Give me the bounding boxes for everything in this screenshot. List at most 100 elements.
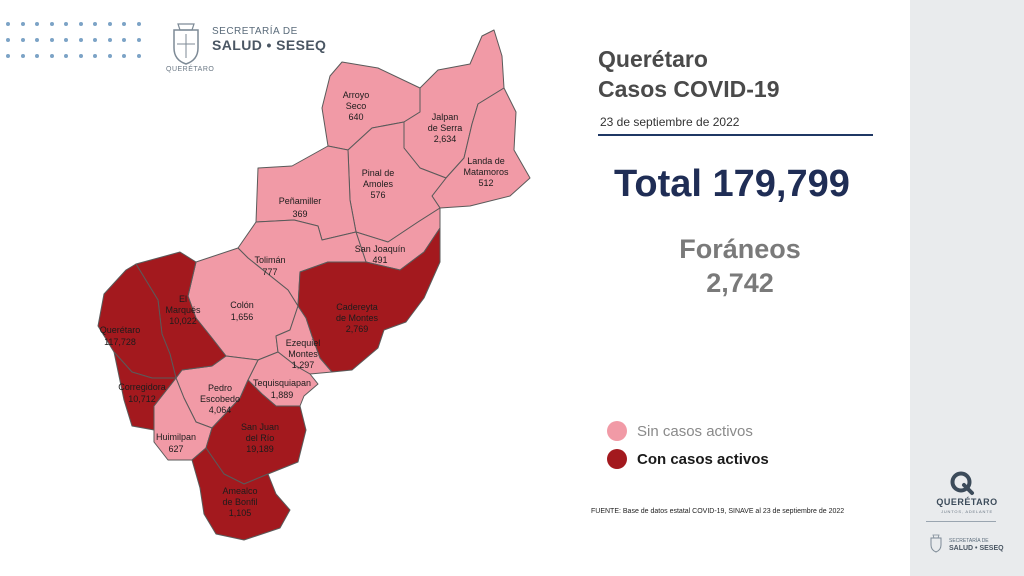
label-ezequiel-name-1: Ezequiel <box>286 338 321 348</box>
label-san-joaquin-value: 491 <box>372 255 387 265</box>
label-landa-value: 512 <box>478 178 493 188</box>
crest-icon <box>173 23 199 65</box>
legend-item-sin-casos: Sin casos activos <box>607 421 769 441</box>
label-penamiller-name: Peñamiller <box>279 196 322 206</box>
label-huimilpan-name: Huimilpan <box>156 432 196 442</box>
label-queretaro-value: 117,728 <box>104 337 136 347</box>
label-san-juan-name-1: San Juan <box>241 422 279 432</box>
label-pinal-name-2: Amoles <box>363 179 394 189</box>
source-note: FUENTE: Base de datos estatal COVID-19, … <box>591 508 845 515</box>
label-arroyo-seco-name-1: Arroyo <box>343 90 370 100</box>
sidebar-brand: QUERÉTARO <box>936 497 998 507</box>
legend-item-con-casos: Con casos activos <box>607 449 769 469</box>
label-amealco-name-2: de Bonfil <box>222 497 257 507</box>
map-legend: Sin casos activos Con casos activos <box>607 421 769 477</box>
label-ezequiel-name-2: Montes <box>288 349 318 359</box>
label-colon-name: Colón <box>230 300 254 310</box>
label-corregidora-name: Corregidora <box>118 382 166 392</box>
label-jalpan-value: 2,634 <box>434 134 457 144</box>
label-pedro-escobedo-name-2: Escobedo <box>200 394 240 404</box>
queretaro-q-logo-icon <box>950 471 974 495</box>
label-cadereyta-name-2: de Montes <box>336 313 379 323</box>
region-queretaro <box>97 263 177 379</box>
label-cadereyta-name-1: Cadereyta <box>336 302 378 312</box>
label-corregidora-value: 10,712 <box>128 394 156 404</box>
sidebar-crest-icon <box>930 534 942 553</box>
decorative-dot-grid <box>6 22 146 70</box>
label-pinal-name-1: Pinal de <box>362 168 395 178</box>
region-amealco-de-bonfil <box>191 447 291 541</box>
label-pedro-escobedo-value: 4,064 <box>209 405 232 415</box>
label-toliman-name: Tolimán <box>254 255 285 265</box>
label-arroyo-seco-value: 640 <box>348 112 363 122</box>
label-el-marques-name-1: El <box>179 294 187 304</box>
label-ezequiel-value: 1,297 <box>292 360 315 370</box>
sidebar-line1: SECRETARÍA DE <box>949 538 989 544</box>
total-cases: Total 179,799 <box>614 163 850 205</box>
label-cadereyta-value: 2,769 <box>346 324 369 334</box>
region-corregidora <box>113 351 177 431</box>
logo-line1: SECRETARÍA DE <box>212 26 298 37</box>
label-landa-name-2: Matamoros <box>463 167 509 177</box>
label-amealco-value: 1,105 <box>229 508 252 518</box>
label-toliman-value: 777 <box>262 267 277 277</box>
label-huimilpan-value: 627 <box>168 444 183 454</box>
foraneos-label: Foráneos <box>679 234 801 264</box>
legend-label-con-casos: Con casos activos <box>637 450 769 468</box>
label-san-juan-name-2: del Río <box>246 433 275 443</box>
label-queretaro-name: Querétaro <box>100 325 141 335</box>
label-colon-value: 1,656 <box>231 312 254 322</box>
right-sidebar <box>910 0 1024 576</box>
label-landa-name-1: Landa de <box>467 156 505 166</box>
label-pinal-value: 576 <box>370 190 385 200</box>
sidebar-line2: SALUD • SESEQ <box>949 545 1004 552</box>
report-date: 23 de septiembre de 2022 <box>600 115 740 129</box>
label-san-juan-value: 19,189 <box>246 444 274 454</box>
title-line1: Querétaro <box>598 46 708 72</box>
foraneos-block: Foráneos 2,742 <box>640 232 840 300</box>
label-amealco-name-1: Amealco <box>222 486 257 496</box>
logo-line2: SALUD • SESEQ <box>212 37 327 53</box>
seseq-logo: SECRETARÍA DE SALUD • SESEQ <box>166 16 326 68</box>
sidebar-tagline: JUNTOS, ADELANTE <box>941 509 993 514</box>
label-jalpan-name-1: Jalpan <box>432 112 459 122</box>
label-tequisquiapan-name: Tequisquiapan <box>253 378 311 388</box>
sidebar-divider <box>926 521 996 522</box>
legend-swatch-sin-casos <box>607 421 627 441</box>
label-penamiller-value: 369 <box>292 209 307 219</box>
label-tequisquiapan-value: 1,889 <box>271 390 294 400</box>
foraneos-value: 2,742 <box>706 268 774 298</box>
logo-subtext: QUERÉTARO <box>166 66 215 73</box>
title-divider <box>598 134 873 136</box>
label-arroyo-seco-name-2: Seco <box>346 101 367 111</box>
legend-swatch-con-casos <box>607 449 627 469</box>
label-pedro-escobedo-name-1: Pedro <box>208 383 232 393</box>
page-title: Querétaro Casos COVID-19 <box>598 44 780 104</box>
label-jalpan-name-2: de Serra <box>428 123 463 133</box>
legend-label-sin-casos: Sin casos activos <box>637 422 753 440</box>
label-san-joaquin-name: San Joaquín <box>355 244 406 254</box>
title-line2: Casos COVID-19 <box>598 76 780 102</box>
label-el-marques-name-2: Marqués <box>165 305 201 315</box>
label-el-marques-value: 10,022 <box>169 316 197 326</box>
region-cadereyta-de-montes <box>297 227 441 373</box>
